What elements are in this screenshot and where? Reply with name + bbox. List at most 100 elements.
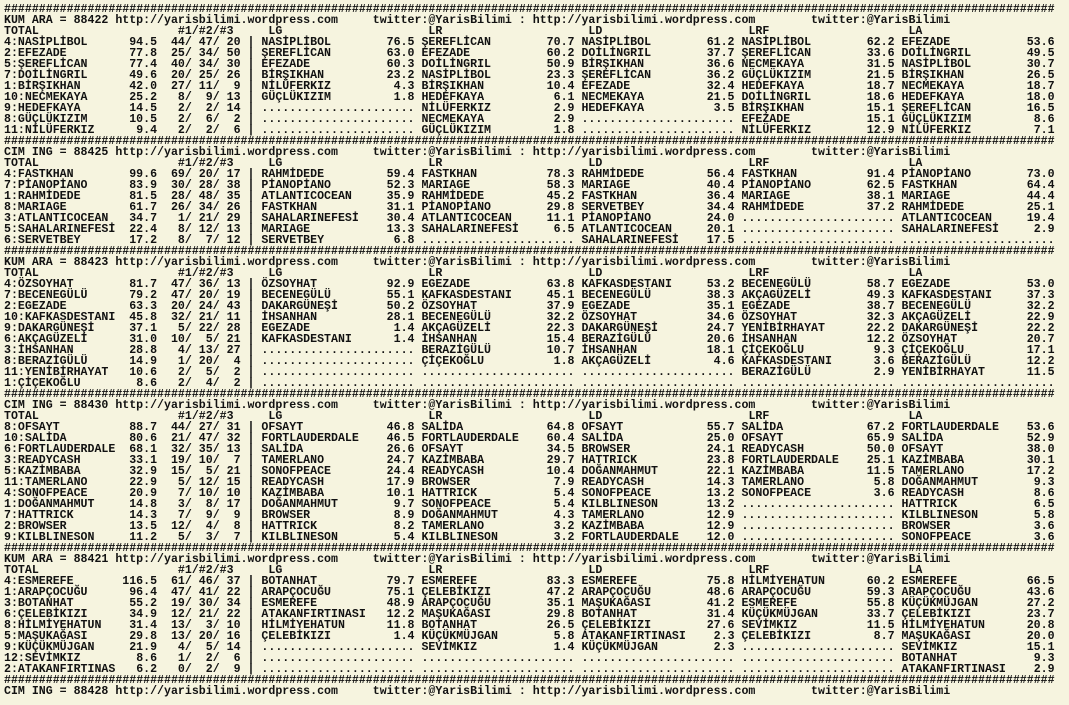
place-count-3: 19 (226, 289, 241, 302)
places-separator: / (184, 69, 192, 82)
place-count-1: 12 (170, 608, 185, 621)
place-count-1: 32 (170, 443, 185, 456)
lr-empty-slot: ...................... (421, 663, 575, 676)
lrf-horse-name: FASTKHAN (741, 168, 798, 181)
lrf-horse-name: SALİDA (741, 421, 784, 434)
lg-empty-slot: ...................... (261, 366, 415, 379)
lr-score: 10.4 (546, 465, 575, 478)
lr-horse-name: OFSAYT (421, 443, 464, 456)
la-horse-name: ESMEREFE (901, 575, 958, 588)
lg-score: 63.0 (386, 47, 415, 60)
place-count-2: 10 (198, 454, 213, 467)
column-header-lrf: LRF (748, 410, 770, 423)
lg-horse-name: OFSAYT (261, 421, 304, 434)
place-count-2: 5 (205, 366, 213, 379)
lr-horse-name: NASİPLİBOL (421, 69, 492, 82)
twitter-handle: twitter:@YarisBilimi (811, 553, 951, 566)
result-row: 6:SERVETBEY 17.2 8/7/12 | SERVETBEY 6.8......… (4, 234, 1062, 247)
horse-name: 2:BROWSER (4, 520, 67, 533)
places-separator: / (184, 311, 192, 324)
la-horse-name: NİLÜFERKIZ (901, 124, 972, 137)
lrf-horse-name: ÇELEBİKIZI (741, 630, 812, 643)
place-count-3: 17 (226, 168, 241, 181)
place-count-1: 2 (177, 124, 185, 137)
places-separator: / (184, 102, 192, 115)
ld-score: 2.3 (713, 630, 735, 643)
places-separator: / (184, 124, 192, 137)
lr-horse-name: KILBLINESON (421, 531, 498, 544)
place-count-3: 15 (226, 476, 241, 489)
place-count-2: 5 (205, 465, 213, 478)
la-horse-name: DAKARGÜNEŞİ (901, 322, 979, 335)
column-header-lr: LR (428, 157, 443, 170)
total-score: 21.9 (129, 641, 158, 654)
lg-score: 6.8 (393, 234, 415, 247)
result-row: 2:ATAKANFIRTINAS 6.2 0/2/9 |...............… (4, 663, 1062, 676)
total-score: 11.2 (129, 531, 158, 544)
lr-horse-name: DOĞANMAHMUT (421, 509, 498, 522)
ld-horse-name: MARIAGE (581, 179, 631, 192)
place-count-3: 13 (226, 91, 241, 104)
lrf-horse-name: BİRŞIKHAN (741, 102, 805, 115)
lr-empty-slot: ...................... (421, 652, 575, 665)
la-horse-name: DOİLİNGRIL (901, 47, 972, 60)
ld-score: 61.2 (706, 36, 735, 49)
ld-score: 24.7 (706, 322, 735, 335)
column-divider: | (247, 278, 255, 291)
lrf-score: 9.3 (873, 344, 895, 357)
la-score: 32.2 (1026, 300, 1055, 313)
column-header-lr: LR (428, 267, 443, 280)
column-header-lrf: LRF (748, 157, 770, 170)
la-score: 17.2 (1026, 465, 1055, 478)
column-header-row: TOTAL #1/#2/#3 LG LR LD LRF LA (4, 564, 1062, 577)
ld-score: 13.2 (706, 498, 735, 511)
ld-score: 12.9 (706, 520, 735, 533)
result-row: 7:HATTRICK 14.3 7/9/9 | BROWSER 8.9 DOĞANMAHMU… (4, 509, 1062, 522)
place-count-3: 7 (233, 531, 241, 544)
race-header: KUM ARA = 88423 http://yarisbilimi.wordpr… (4, 257, 1062, 269)
la-score: 53.6 (1026, 421, 1055, 434)
result-row: 5:MAŞUKAĞASI 29.8 13/20/16 | ÇELEBİKIZI 1.4 KÜ… (4, 630, 1062, 643)
place-count-3: 9 (233, 80, 241, 93)
lr-horse-name: DOİLİNGRIL (421, 58, 492, 71)
column-divider: | (247, 443, 255, 456)
places-separator: / (212, 366, 220, 379)
lg-horse-name: NİLÜFERKIZ (261, 80, 331, 93)
place-count-1: 47 (170, 289, 185, 302)
places-separator: / (184, 575, 192, 588)
ld-horse-name: SONOFPEACE (581, 487, 652, 500)
race-header: CIM ING = 88425 http://yarisbilimi.wordpr… (4, 147, 1062, 159)
lr-horse-name: FORTLAUDERDALE (421, 432, 519, 445)
la-horse-name: KILBLINESON (901, 509, 979, 522)
ld-score: 24.0 (706, 212, 735, 225)
lrf-score: 2.9 (873, 366, 895, 379)
column-header-lr: LR (428, 564, 443, 577)
place-count-1: 61 (170, 575, 185, 588)
horse-name: 5:ŞEREFLİCAN (4, 58, 88, 71)
place-count-3: 26 (226, 69, 241, 82)
place-count-2: 28 (198, 179, 213, 192)
place-count-3: 28 (226, 322, 241, 335)
ld-horse-name: SALİDA (581, 432, 624, 445)
places-separator: / (212, 432, 220, 445)
result-row: 9:DAKARGÜNEŞİ 37.1 5/22/28 | EGEZADE 1.4 AKÇAG… (4, 322, 1062, 335)
lg-horse-name: FASTKHAN (261, 201, 318, 214)
place-count-1: 20 (170, 69, 185, 82)
place-count-3: 9 (233, 509, 241, 522)
ld-horse-name: ARAPÇOCUĞU (581, 586, 652, 599)
lg-score: 8.2 (393, 520, 415, 533)
lr-horse-name: GÜÇLÜKIZIM (421, 124, 492, 137)
column-divider: | (247, 344, 255, 357)
place-count-3: 32 (226, 432, 241, 445)
separator-line: ########################################… (4, 4, 1062, 16)
column-header-la: LA (908, 267, 923, 280)
lr-horse-name: SALİDA (421, 421, 464, 434)
result-row: 2:EFEZADE 77.8 25/34/50 | ŞEREFLİCAN 63.0 EFEZ… (4, 47, 1062, 60)
lg-score: 76.5 (386, 36, 415, 49)
lg-horse-name: GÜÇLÜKIZIM (261, 91, 331, 104)
la-horse-name: TAMERLANO (901, 465, 965, 478)
total-score: 29.8 (129, 630, 158, 643)
places-separator: / (212, 124, 220, 137)
ld-score: 4.6 (713, 355, 735, 368)
ld-horse-name: ESMEREFE (581, 575, 638, 588)
